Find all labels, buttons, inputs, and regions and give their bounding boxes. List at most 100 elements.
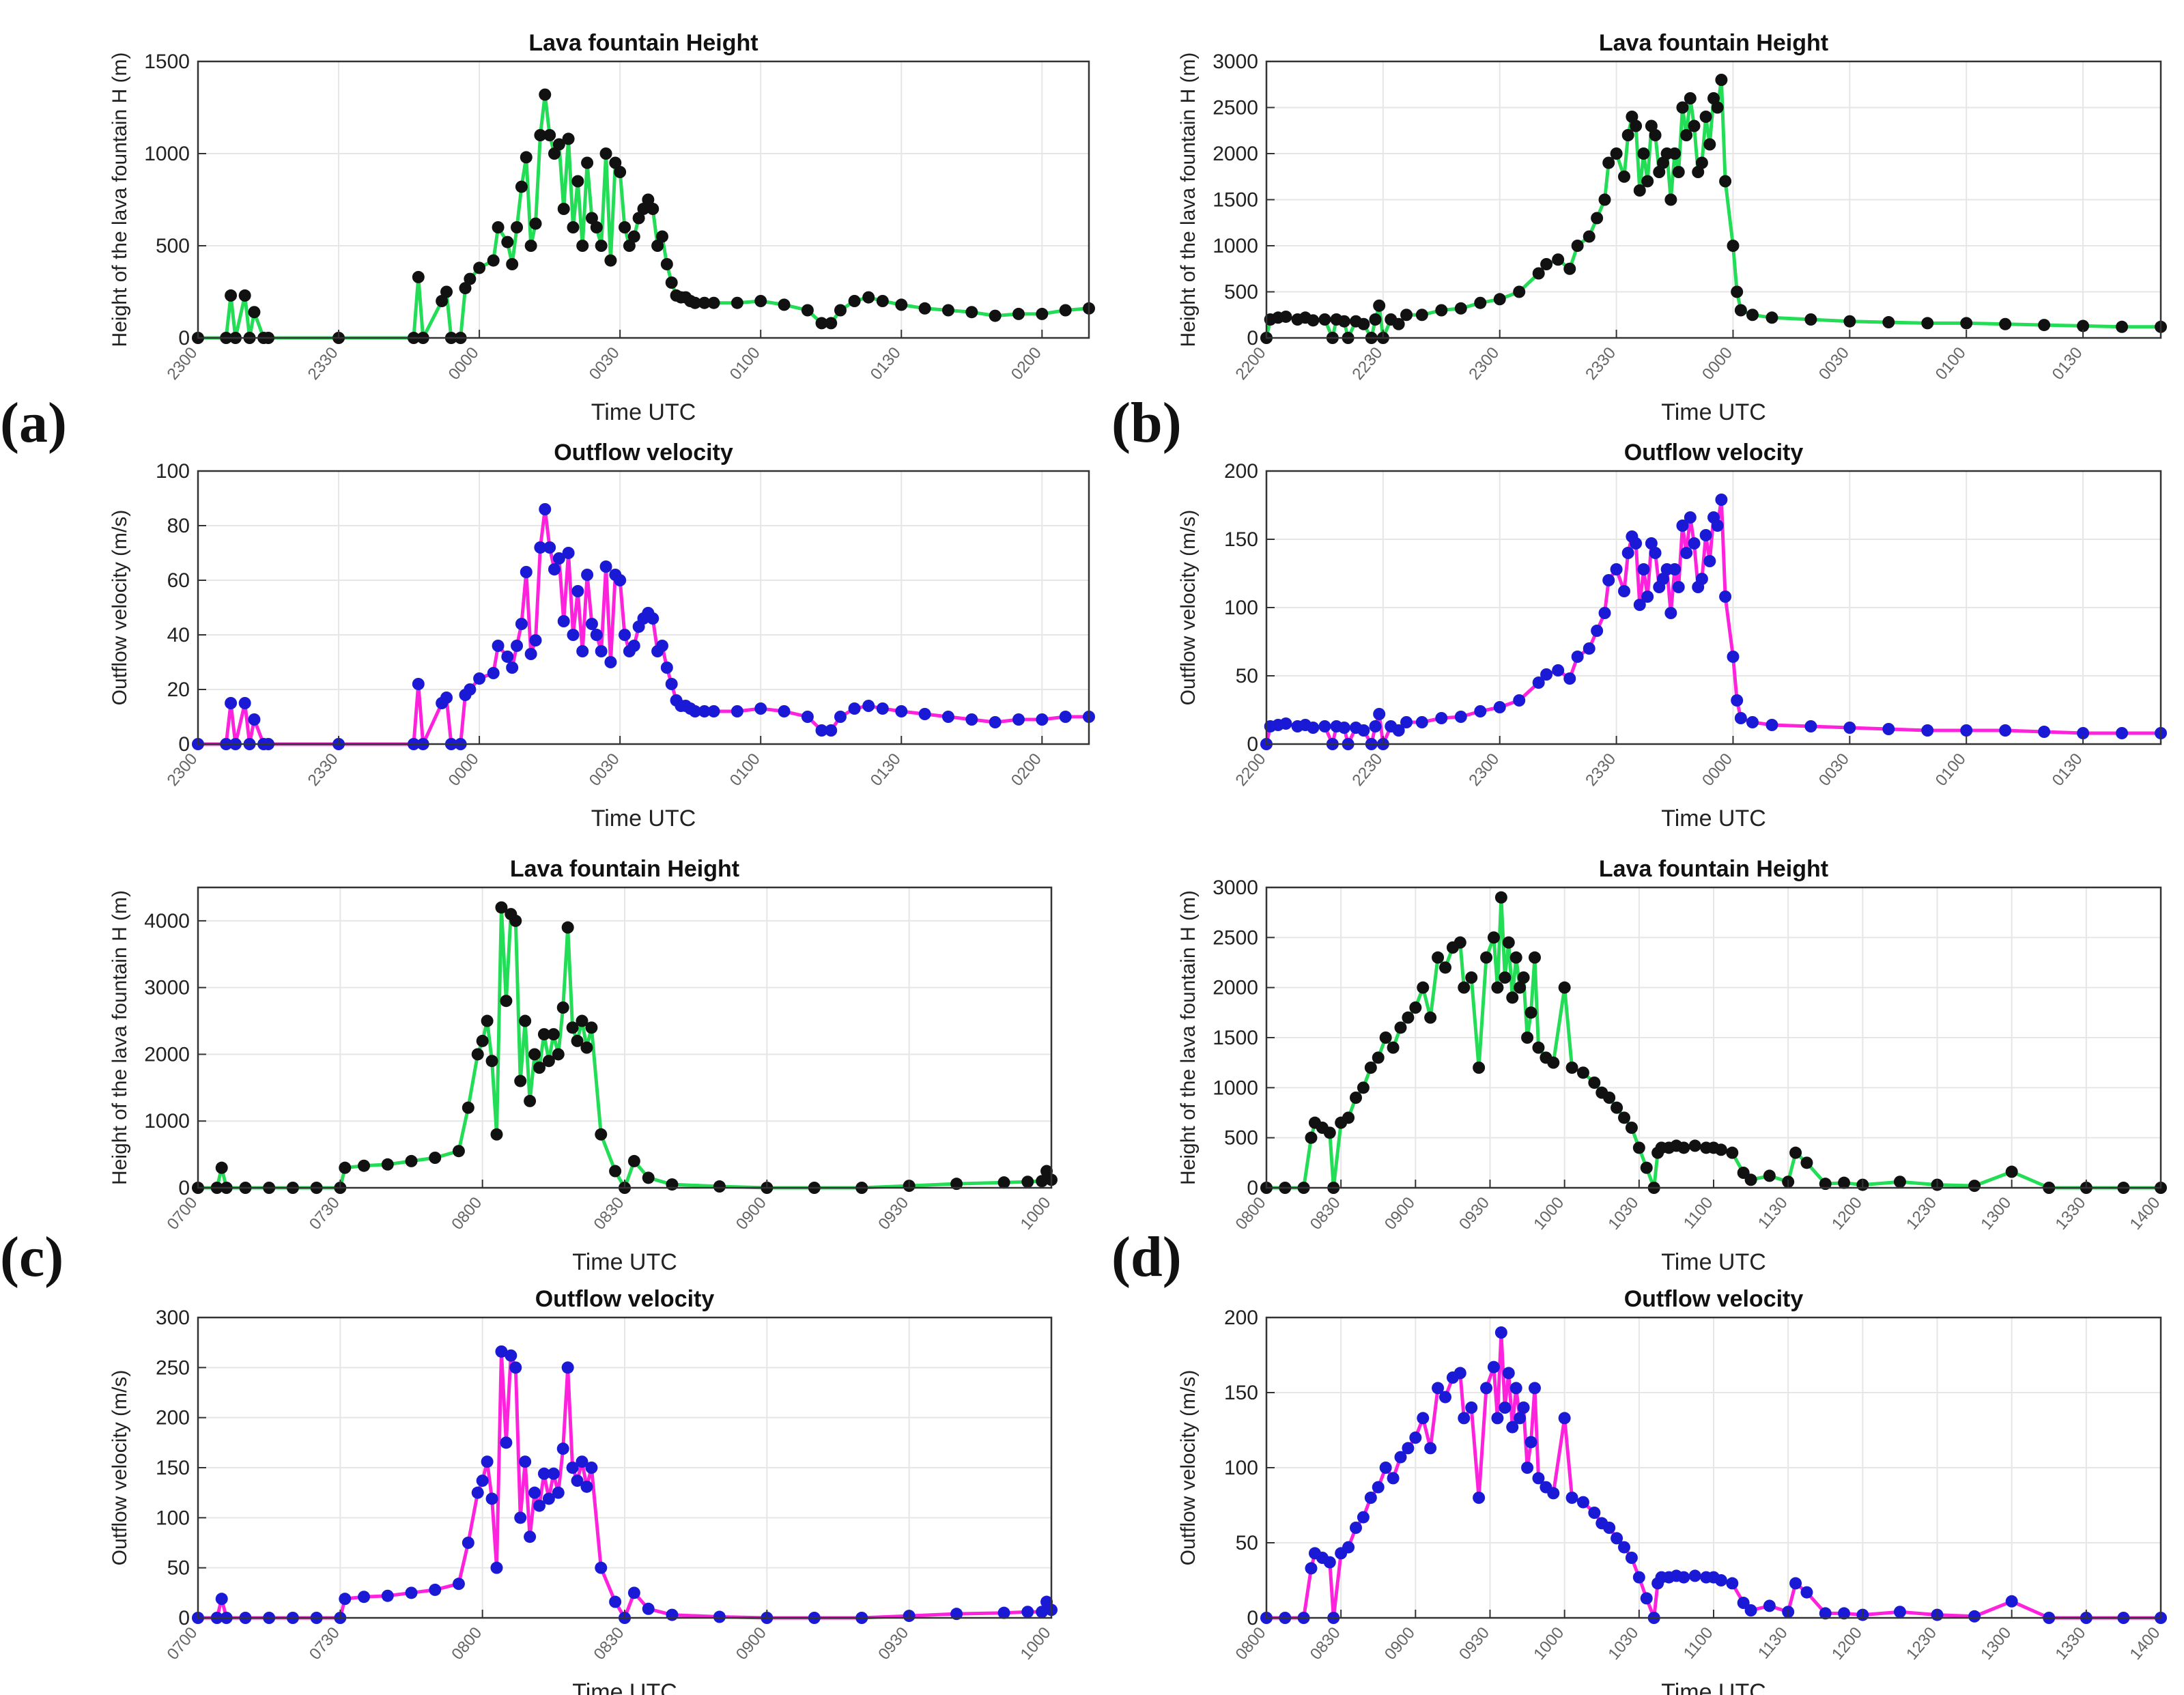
data-point <box>238 289 251 302</box>
data-point <box>552 138 565 151</box>
x-tick-label: 0130 <box>867 344 905 384</box>
data-point <box>1591 625 1604 637</box>
data-point <box>1402 1011 1415 1024</box>
data-point <box>1641 590 1654 603</box>
data-point <box>585 212 598 225</box>
data-point <box>731 705 743 717</box>
data-point <box>1843 722 1856 734</box>
data-point <box>599 560 612 573</box>
y-tick-label: 2000 <box>1212 977 1258 999</box>
data-point <box>1305 1562 1318 1575</box>
data-point <box>989 309 1002 322</box>
x-tick-label: 1330 <box>2052 1624 2089 1664</box>
data-point <box>614 574 627 586</box>
data-point <box>1499 1401 1512 1414</box>
y-tick-label: 100 <box>1224 597 1258 619</box>
x-tick-label: 0900 <box>1381 1624 1419 1664</box>
x-tick-label: 0830 <box>1307 1624 1344 1664</box>
x-tick-label: 0200 <box>1008 344 1045 384</box>
data-point <box>1695 156 1708 169</box>
y-tick-label: 2000 <box>1212 143 1258 165</box>
data-point <box>1603 1522 1616 1534</box>
data-point <box>1357 1511 1370 1524</box>
data-point <box>511 640 524 652</box>
data-point <box>731 296 743 309</box>
y-tick-label: 200 <box>1224 1307 1258 1329</box>
y-axis-label: Height of the lava fountain H (m) <box>1177 53 1200 347</box>
data-point <box>1480 1382 1493 1395</box>
data-point <box>689 296 702 309</box>
x-tick-label: 1330 <box>2052 1194 2089 1234</box>
data-point <box>609 1595 622 1608</box>
data-point <box>2116 727 2129 739</box>
y-tick-label: 100 <box>156 1507 190 1529</box>
data-point <box>462 1101 474 1114</box>
data-point <box>1618 170 1630 183</box>
data-point <box>1968 1610 1981 1623</box>
data-point <box>1583 642 1596 655</box>
data-point <box>1394 1021 1407 1034</box>
data-point <box>524 1530 537 1543</box>
x-tick-label: 0000 <box>1699 750 1736 790</box>
data-point <box>1692 166 1705 178</box>
y-axis-label: Height of the lava fountain H (m) <box>1177 890 1200 1185</box>
axes-frame <box>197 60 1090 339</box>
data-point <box>950 1608 963 1621</box>
data-point <box>225 697 238 709</box>
data-point <box>1819 1178 1832 1191</box>
x-tick-label: 2200 <box>1232 750 1270 790</box>
data-point <box>1921 317 1934 330</box>
data-point <box>1765 719 1778 731</box>
data-point <box>1625 1552 1638 1564</box>
y-tick-label: 3000 <box>1212 877 1258 899</box>
data-point <box>1645 119 1658 132</box>
x-tick-label: 1300 <box>1977 1624 2015 1664</box>
data-point <box>1677 1571 1690 1584</box>
data-point <box>778 705 791 717</box>
data-point <box>1424 1011 1437 1024</box>
data-point <box>941 304 954 317</box>
data-point <box>1649 129 1662 141</box>
data-point <box>1676 101 1689 114</box>
data-point <box>627 1586 640 1599</box>
data-point <box>515 180 528 193</box>
data-point <box>1480 951 1493 964</box>
x-tick-label: 0130 <box>867 750 905 790</box>
data-point <box>515 618 528 630</box>
y-tick-label: 200 <box>1224 460 1258 483</box>
x-tick-label: 0900 <box>733 1624 770 1664</box>
data-point <box>1598 607 1611 619</box>
data-point <box>627 230 640 243</box>
data-point <box>1731 694 1744 707</box>
data-point <box>1502 936 1515 949</box>
data-point <box>1672 581 1685 593</box>
y-tick-label: 1000 <box>1212 1077 1258 1099</box>
data-point <box>2116 320 2129 333</box>
x-tick-label: 0100 <box>1932 750 1970 790</box>
data-point <box>815 724 828 737</box>
data-point <box>599 147 612 160</box>
data-point <box>1563 262 1576 275</box>
y-tick-label: 0 <box>1247 1177 1258 1199</box>
data-point <box>1513 285 1526 298</box>
x-tick-label: 0130 <box>2049 344 2086 384</box>
x-tick-label: 0000 <box>445 344 483 384</box>
data-point <box>405 1586 418 1599</box>
axes-frame <box>197 470 1090 745</box>
data-point <box>1641 175 1654 188</box>
data-point <box>557 203 570 215</box>
data-point <box>1350 1522 1362 1534</box>
x-tick-label: 0900 <box>733 1194 770 1234</box>
x-tick-label: 0700 <box>164 1624 201 1664</box>
x-axis-label: Time UTC <box>1661 399 1766 425</box>
data-point <box>1307 314 1320 327</box>
data-point <box>440 285 453 298</box>
data-point <box>492 221 505 233</box>
chart-b-height: 0 500 1000 1500 2000 2500 3000 2200 2230 2300 2330… <box>1177 30 2167 425</box>
data-point <box>754 295 767 307</box>
data-point <box>1602 156 1615 169</box>
y-tick-label: 40 <box>167 624 190 646</box>
data-point <box>1021 1606 1034 1619</box>
data-point <box>248 713 261 726</box>
data-point <box>1800 1156 1813 1169</box>
